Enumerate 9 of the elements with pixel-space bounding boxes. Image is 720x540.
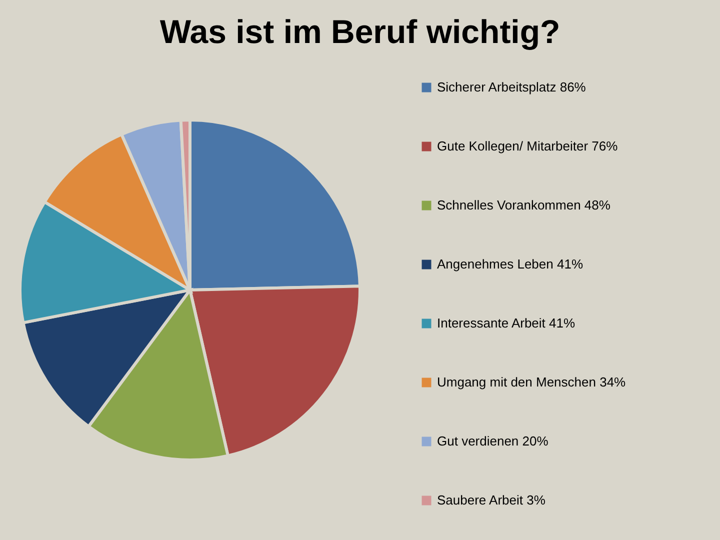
legend-label: Gut verdienen 20% [437,434,549,448]
legend-label: Interessante Arbeit 41% [437,316,576,330]
legend-label: Angenehmes Leben 41% [437,256,584,272]
legend-label: Umgang mit den Menschen 34% [437,374,626,390]
legend-label: Saubere Arbeit 3% [437,492,546,508]
legend-label: Gute Kollegen/ Mitarbeiter 76% [437,138,618,154]
legend-label: Sicherer Arbeitsplatz 86% [437,80,586,94]
chart-title: Was ist im Beruf wichtig? [160,13,560,50]
legend-label: Schnelles Vorankommen 48% [437,198,611,212]
